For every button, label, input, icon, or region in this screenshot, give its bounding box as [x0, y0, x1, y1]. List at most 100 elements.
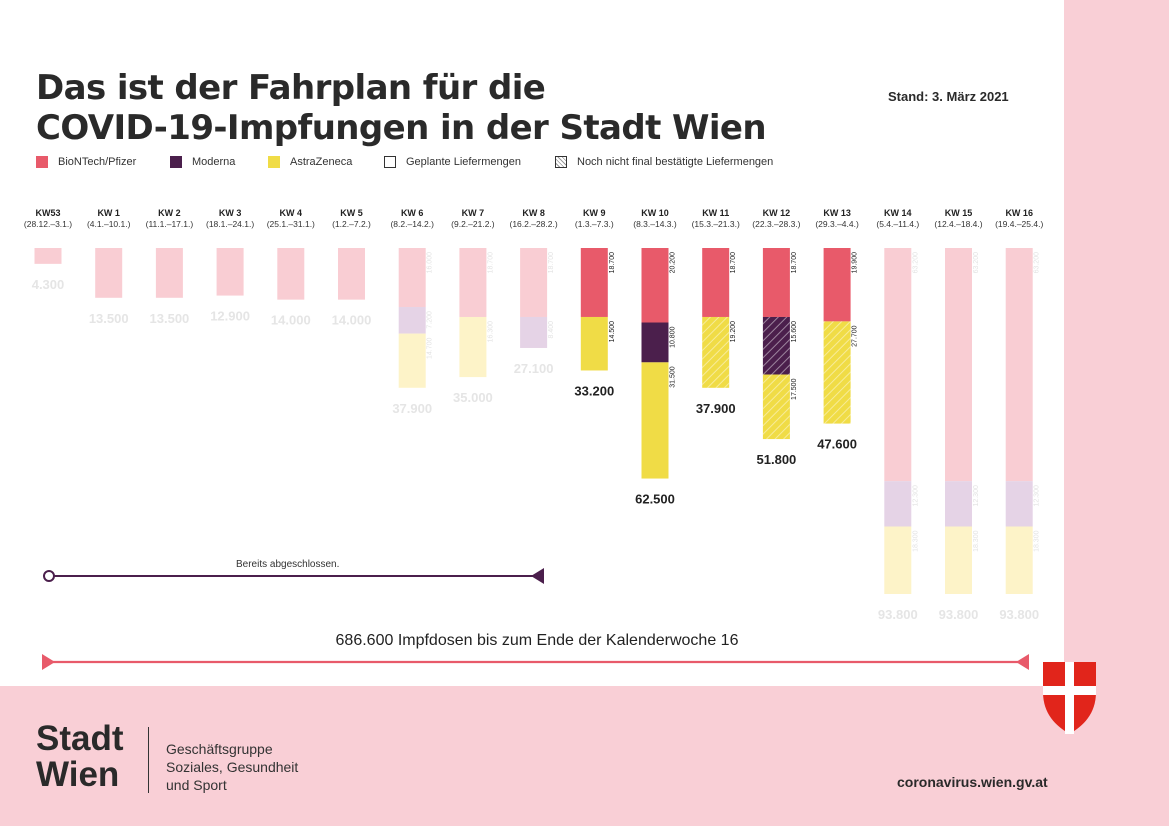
bar-kw14-moderna [884, 481, 912, 527]
segment-label-kw16-astrazeneca: 18.300 [1034, 530, 1041, 552]
completed-timeline-arrow [531, 568, 544, 584]
segment-label-kw14-moderna: 12.300 [912, 485, 919, 507]
week-kw13: KW 13(29.3.–4.4.) 19.900 27.700 47.600 [815, 208, 859, 452]
total-label-kw16: 93.800 [999, 607, 1039, 622]
dept-line-3: und Sport [166, 777, 227, 793]
week-label-kw14: KW 14 [884, 208, 912, 218]
legend-label-biontech: BioNTech/Pfizer [58, 156, 137, 168]
segment-label-kw11-biontech: 18.700 [730, 252, 737, 274]
segment-label-kw11-astrazeneca: 19.200 [730, 321, 737, 343]
segment-label-kw8-moderna: 8.400 [548, 321, 555, 339]
title-line-1: Das ist der Fahrplan für die [36, 68, 546, 108]
segment-label-kw12-astrazeneca: 17.500 [791, 378, 798, 400]
segment-label-kw15-moderna: 12.300 [973, 485, 980, 507]
bar-kw5-biontech [338, 248, 365, 300]
week-dates-kw12: (22.3.–28.3.) [752, 219, 800, 229]
segment-label-kw7-astrazeneca: 16.300 [487, 321, 494, 343]
moderna-swatch [170, 156, 182, 168]
bar-kw10-moderna [641, 322, 669, 363]
planned-swatch [384, 156, 396, 168]
week-kw12: KW 12(22.3.–28.3.) 18.700 15.600 17.500 51.8… [752, 208, 800, 467]
week-dates-kw7: (9.2.–21.2.) [451, 219, 495, 229]
bar-kw10-astrazeneca [641, 362, 669, 479]
bar-kw14-astrazeneca [884, 526, 912, 594]
total-label-kw1: 13.500 [89, 311, 129, 326]
week-kw16: KW 16(19.4.–25.4.) 63.200 12.300 18.300 93.8… [995, 208, 1043, 622]
week-dates-kw11: (15.3.–21.3.) [692, 219, 740, 229]
week-dates-kw14: (5.4.–11.4.) [876, 219, 919, 229]
bar-hatch-kw13-astrazeneca [823, 321, 851, 424]
week-label-kw15: KW 15 [945, 208, 973, 218]
stand-date: Stand: 3. März 2021 [888, 89, 1009, 104]
week-kw10: KW 10(8.3.–14.3.) 20.200 10.800 31.500 62.50… [633, 208, 677, 507]
completed-timeline-start-dot [43, 570, 55, 582]
bar-kw2-biontech [155, 248, 183, 298]
week-label-kw11: KW 11 [702, 208, 729, 218]
total-label-kw53: 4.300 [32, 277, 65, 292]
total-label-kw2: 13.500 [150, 311, 190, 326]
week-kw5: KW 5(1.2.–7.2.) 14.000 [332, 208, 372, 328]
week-label-kw4: KW 4 [280, 208, 303, 218]
week-kw14: KW 14(5.4.–11.4.) 63.200 12.300 18.300 93.80… [876, 208, 919, 622]
segment-label-kw15-astrazeneca: 18.300 [973, 530, 980, 552]
bar-kw11-biontech [702, 248, 730, 317]
week-kw11: KW 11(15.3.–21.3.) 18.700 19.200 37.900 [692, 208, 740, 416]
week-dates-kw4: (25.1.–31.1.) [267, 219, 315, 229]
week-label-kw7: KW 7 [462, 208, 485, 218]
bar-kw15-astrazeneca [945, 526, 972, 594]
week-kw8: KW 8(16.2.–28.2.) 18.700 8.400 27.100 [509, 208, 557, 376]
segment-label-kw6-astrazeneca: 14.700 [427, 337, 434, 359]
segment-label-kw15-biontech: 63.200 [973, 252, 980, 274]
bar-kw15-moderna [945, 481, 972, 527]
segment-label-kw12-moderna: 15.600 [791, 321, 798, 343]
footer-band [0, 686, 1169, 826]
astrazeneca-swatch [268, 156, 280, 168]
bar-kw9-biontech [580, 248, 608, 317]
segment-label-kw10-biontech: 20.200 [670, 252, 677, 274]
legend-item-astrazeneca: AstraZeneca [268, 156, 352, 168]
hatched-swatch [555, 156, 567, 168]
vaccination-chart: KW53(28.12.–3.1.) 4.300 KW 1(4.1.–10.1.) 13… [24, 208, 1043, 670]
week-kw7: KW 7(9.2.–21.2.) 18.700 16.300 35.000 [451, 208, 495, 405]
week-kw15: KW 15(12.4.–18.4.) 63.200 12.300 18.300 93.8… [934, 208, 982, 622]
total-label-kw14: 93.800 [878, 607, 918, 622]
week-label-kw13: KW 13 [823, 208, 851, 218]
total-label-kw7: 35.000 [453, 390, 493, 405]
bar-hatch-kw11-astrazeneca [702, 316, 730, 388]
week-label-kw12: KW 12 [763, 208, 791, 218]
week-label-kw3: KW 3 [219, 208, 242, 218]
segment-label-kw6-biontech: 16.000 [427, 252, 434, 274]
total-label-kw3: 12.900 [210, 309, 250, 324]
bar-kw14-biontech [884, 248, 912, 482]
segment-label-kw14-biontech: 63.200 [912, 252, 919, 274]
week-label-kw53: KW53 [35, 208, 60, 218]
legend-label-astrazeneca: AstraZeneca [290, 156, 353, 168]
bar-kw53-biontech [34, 248, 62, 264]
total-label-kw6: 37.900 [392, 401, 432, 416]
legend-label-moderna: Moderna [192, 156, 236, 168]
bar-kw4-biontech [277, 248, 305, 300]
segment-label-kw8-biontech: 18.700 [548, 252, 555, 274]
week-kw3: KW 3(18.1.–24.1.) 12.900 [206, 208, 254, 324]
week-label-kw5: KW 5 [340, 208, 363, 218]
week-label-kw9: KW 9 [583, 208, 606, 218]
total-label-kw15: 93.800 [939, 607, 979, 622]
segment-label-kw16-moderna: 12.300 [1034, 485, 1041, 507]
legend: BioNTech/Pfizer Moderna AstraZeneca Gepl… [0, 156, 1000, 174]
week-dates-kw16: (19.4.–25.4.) [995, 219, 1043, 229]
segment-label-kw7-biontech: 18.700 [487, 252, 494, 274]
total-label-kw12: 51.800 [757, 452, 797, 467]
week-label-kw1: KW 1 [97, 208, 120, 218]
title-line-2: COVID-19-Impfungen in der Stadt Wien [36, 108, 767, 148]
timelines [42, 568, 1029, 670]
week-dates-kw5: (1.2.–7.2.) [332, 219, 371, 229]
total-timeline-arrow-left [42, 654, 55, 670]
week-dates-kw1: (4.1.–10.1.) [87, 219, 131, 229]
vienna-shield-icon [1043, 662, 1096, 734]
legend-item-biontech: BioNTech/Pfizer [36, 156, 136, 168]
page-title: Das ist der Fahrplan für die COVID-19-Im… [36, 68, 767, 148]
completed-label: Bereits abgeschlossen. [236, 559, 340, 570]
segment-label-kw14-astrazeneca: 18.300 [912, 530, 919, 552]
bar-kw9-astrazeneca [580, 316, 608, 371]
bar-kw7-biontech [459, 248, 487, 317]
